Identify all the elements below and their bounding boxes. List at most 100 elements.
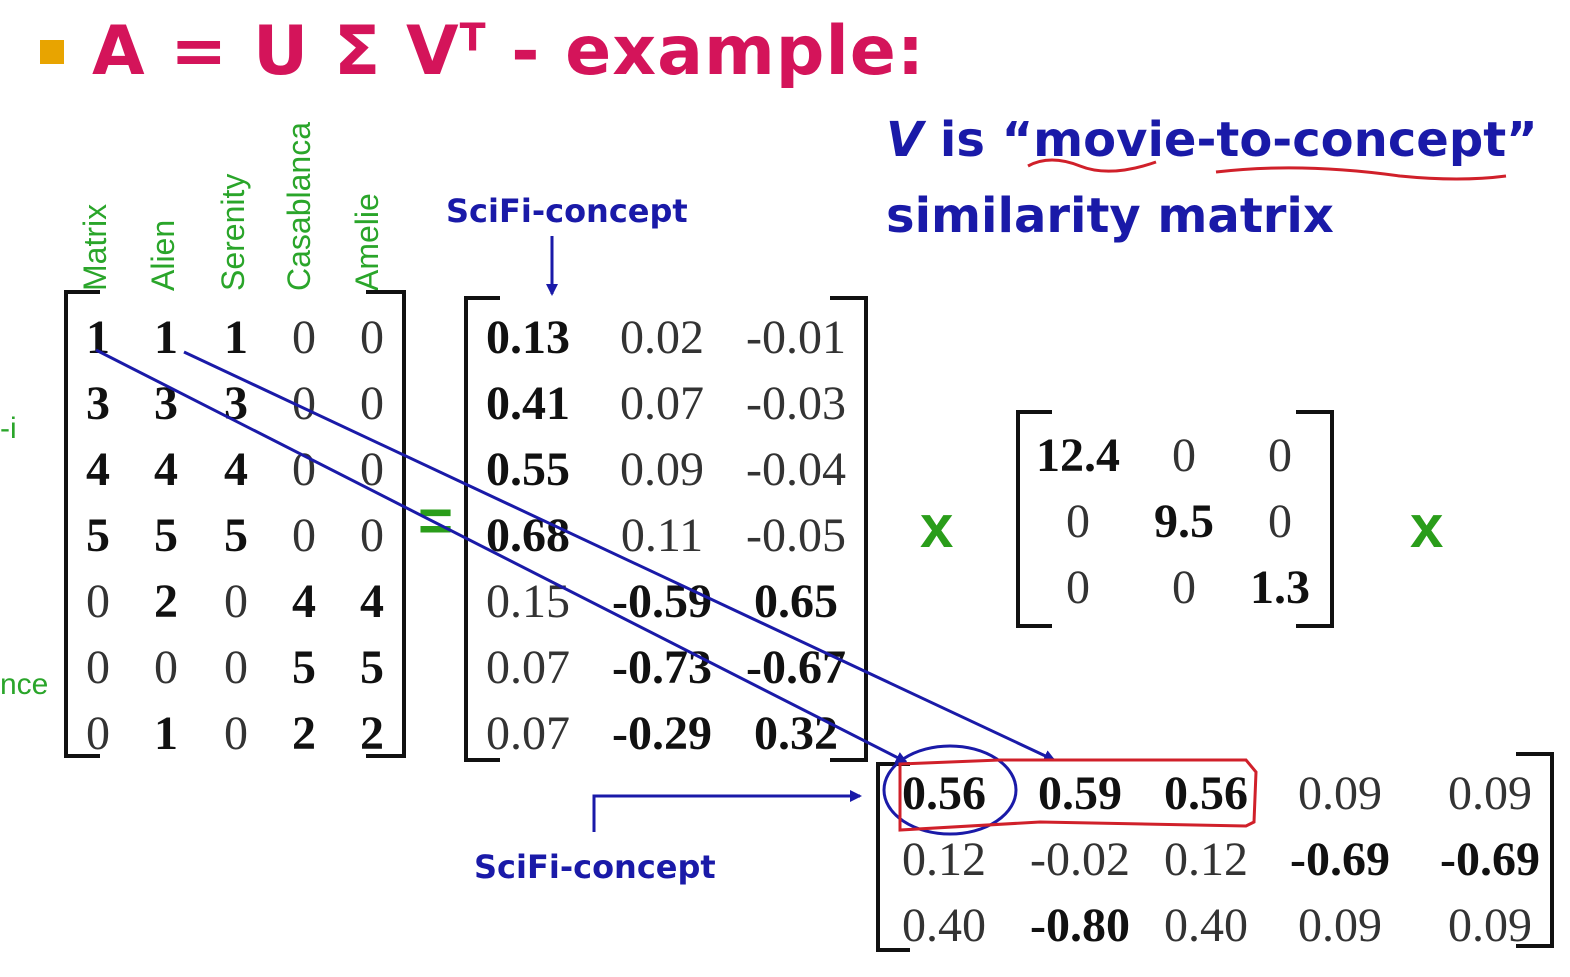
bullet-square	[40, 40, 64, 64]
a-cell-2-2: 4	[224, 443, 248, 496]
a-cell-4-4: 4	[360, 575, 384, 628]
arrow-matrix-to-vt	[95, 348, 908, 764]
arrow-scifi-bottom	[592, 790, 862, 832]
vt-cell-0-0: 0.56	[902, 767, 986, 820]
bracket-S-right	[1296, 410, 1334, 628]
vt-cell-2-4: 0.09	[1448, 899, 1532, 952]
a-cell-4-1: 2	[154, 575, 178, 628]
a-cell-0-4: 0	[360, 311, 384, 364]
vt-cell-1-4: -0.69	[1440, 833, 1540, 886]
a-cell-5-0: 0	[86, 641, 110, 694]
a-cell-3-3: 0	[292, 509, 316, 562]
v-description-line2: similarity matrix	[886, 188, 1334, 244]
a-cell-4-3: 4	[292, 575, 316, 628]
a-cell-1-4: 0	[360, 377, 384, 430]
u-cell-6-0: 0.07	[486, 707, 570, 760]
a-cell-0-3: 0	[292, 311, 316, 364]
s-cell-2-1: 0	[1172, 561, 1196, 614]
a-cell-6-1: 1	[154, 707, 178, 760]
bracket-S-left	[1016, 410, 1052, 628]
v-description: V is “movie-to-concept” similarity matri…	[886, 102, 1538, 254]
u-cell-2-1: 0.09	[620, 443, 704, 496]
a-cell-6-2: 0	[224, 707, 248, 760]
a-cell-5-4: 5	[360, 641, 384, 694]
times-sign-1: x	[920, 493, 954, 560]
u-cell-1-2: -0.03	[746, 377, 846, 430]
a-cell-6-4: 2	[360, 707, 384, 760]
vt-cell-0-3: 0.09	[1298, 767, 1382, 820]
a-cell-4-0: 0	[86, 575, 110, 628]
u-cell-0-1: 0.02	[620, 311, 704, 364]
bracket-A-right	[366, 290, 406, 758]
vt-cell-2-2: 0.40	[1164, 899, 1248, 952]
arrow-alien-to-vt	[183, 350, 1056, 762]
vt-cell-2-3: 0.09	[1298, 899, 1382, 952]
scifi-concept-label-bottom: SciFi-concept	[474, 848, 716, 886]
bracket-U-right	[830, 296, 868, 762]
a-cell-6-0: 0	[86, 707, 110, 760]
vt-cell-1-2: 0.12	[1164, 833, 1248, 886]
u-cell-5-2: -0.67	[746, 641, 846, 694]
term-movie: movie	[1033, 112, 1197, 168]
s-cell-2-0: 0	[1066, 561, 1090, 614]
s-cell-1-1: 9.5	[1154, 495, 1214, 548]
u-cell-3-2: -0.05	[746, 509, 846, 562]
u-cell-4-2: 0.65	[754, 575, 838, 628]
vt-cell-1-1: -0.02	[1030, 833, 1130, 886]
u-cell-2-2: -0.04	[746, 443, 846, 496]
u-cell-0-2: -0.01	[746, 311, 846, 364]
s-cell-0-2: 0	[1268, 429, 1292, 482]
a-cell-6-3: 2	[292, 707, 316, 760]
term-to-concept: to-concept	[1216, 112, 1507, 168]
a-cell-2-0: 4	[86, 443, 110, 496]
vt-cell-2-0: 0.40	[902, 899, 986, 952]
cut-label-romance: nce	[0, 668, 49, 701]
vt-cell-1-3: -0.69	[1290, 833, 1390, 886]
a-cell-1-1: 3	[154, 377, 178, 430]
bracket-VT-left	[876, 762, 910, 952]
u-cell-3-1: 0.11	[620, 509, 704, 562]
vt-cell-1-0: 0.12	[902, 833, 986, 886]
a-cell-3-4: 0	[360, 509, 384, 562]
vt-cell-0-2: 0.56	[1164, 767, 1248, 820]
u-cell-3-0: 0.68	[486, 509, 570, 562]
bracket-VT-right	[1516, 752, 1554, 948]
a-cell-2-3: 0	[292, 443, 316, 496]
equals-sign: =	[418, 487, 454, 554]
s-cell-2-2: 1.3	[1250, 561, 1310, 614]
a-cell-0-1: 1	[154, 311, 178, 364]
u-cell-5-1: -0.73	[612, 641, 712, 694]
v-symbol: V	[886, 112, 924, 168]
u-cell-2-0: 0.55	[486, 443, 570, 496]
a-cell-1-0: 3	[86, 377, 110, 430]
bracket-U-left	[464, 296, 500, 762]
underline-to-concept	[1215, 166, 1507, 181]
scifi-concept-label-top: SciFi-concept	[446, 192, 688, 230]
a-cell-3-1: 5	[154, 509, 178, 562]
s-cell-1-0: 0	[1066, 495, 1090, 548]
times-sign-2: x	[1410, 493, 1444, 560]
u-cell-1-1: 0.07	[620, 377, 704, 430]
a-cell-0-2: 1	[224, 311, 248, 364]
underline-movie	[1027, 158, 1157, 173]
a-cell-4-2: 0	[224, 575, 248, 628]
u-cell-6-2: 0.32	[754, 707, 838, 760]
a-cell-5-3: 5	[292, 641, 316, 694]
s-cell-0-0: 12.4	[1036, 429, 1120, 482]
a-cell-3-2: 5	[224, 509, 248, 562]
s-cell-1-2: 0	[1268, 495, 1292, 548]
bracket-A-left	[64, 290, 100, 758]
cut-label-scifi: -i	[0, 412, 17, 445]
a-cell-3-0: 5	[86, 509, 110, 562]
a-cell-2-1: 4	[154, 443, 178, 496]
a-cell-1-2: 3	[224, 377, 248, 430]
a-cell-5-1: 0	[154, 641, 178, 694]
u-cell-1-0: 0.41	[486, 377, 570, 430]
s-cell-0-1: 0	[1172, 429, 1196, 482]
highlight-box-vt-row	[898, 758, 1258, 832]
u-cell-4-1: -0.59	[612, 575, 712, 628]
vt-cell-0-4: 0.09	[1448, 767, 1532, 820]
a-cell-5-2: 0	[224, 641, 248, 694]
vt-cell-0-1: 0.59	[1038, 767, 1122, 820]
